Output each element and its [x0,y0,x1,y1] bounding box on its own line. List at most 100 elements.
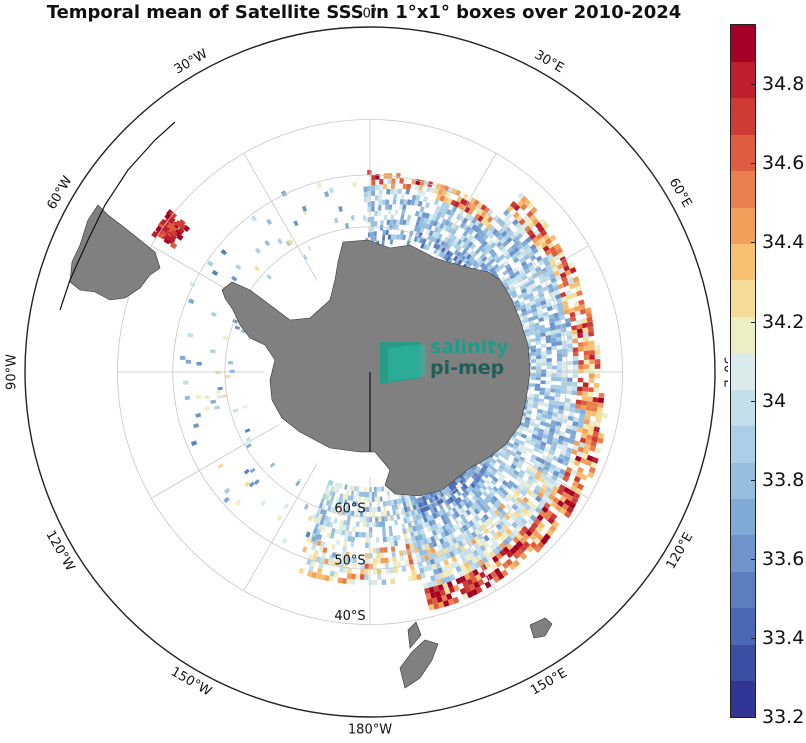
sss-cell [546,365,552,370]
sss-cell [556,443,563,450]
sss-cell [487,464,494,470]
sss-cell [451,507,458,514]
sss-cell [377,574,382,580]
sss-cell [521,507,529,515]
sss-cell [377,506,381,512]
sss-cell [320,541,326,548]
sss-cell [441,218,447,225]
sss-cell [582,382,589,388]
sss-cell [479,237,486,245]
sss-cell [516,486,523,493]
sss-cell [514,438,521,444]
sss-cell [423,516,428,523]
sss-cell [554,274,562,281]
logo-line2: pi-mep [430,357,505,379]
sss-cell [524,281,531,288]
sss-cell [533,446,540,453]
sss-cell [343,499,348,505]
sss-cell [482,542,490,549]
sss-cell [597,402,604,408]
sss-cell [582,386,589,392]
sss-cell [382,235,386,241]
sss-cell [564,402,571,408]
sss-cell [339,561,345,568]
sss-cell [528,507,536,515]
sss-cell [570,429,577,436]
sss-cell [535,495,542,503]
sss-cell [456,496,463,503]
sss-cell [470,243,476,250]
sss-cell [381,579,387,585]
sss-cell [522,214,530,222]
sss-cell [474,219,481,227]
sss-cell [402,512,407,519]
sss-cell [402,219,407,226]
sss-cell [514,240,522,247]
sss-cell [568,501,577,510]
sss-cell [495,470,502,477]
sss-cell [520,489,527,497]
sss-cell [524,482,531,489]
sss-cell [474,492,481,499]
sss-cell [454,542,460,549]
sss-cell [568,489,576,497]
sss-cell [430,575,436,582]
south-america-landmass [69,204,161,301]
sss-cell [374,486,377,492]
sss-cell [451,537,458,545]
sss-cell [438,239,444,246]
lon-meridian [243,153,318,282]
sss-cell [383,173,389,179]
sss-cell [169,241,178,250]
sss-cell [327,516,332,523]
sss-cell [587,387,594,393]
sss-cell [445,191,452,199]
sss-cell [217,386,223,391]
sss-cell [539,487,547,495]
sss-cell [546,457,553,464]
sss-cell [543,315,550,321]
sss-cell [473,581,481,589]
sss-cell [539,387,546,392]
sss-cell [334,217,339,224]
sss-cell [311,513,317,520]
sss-cell [576,390,583,396]
sss-cell [433,585,440,593]
sss-cell [211,269,219,276]
sss-cell [601,413,608,419]
sss-cell [348,531,353,537]
sss-cell [567,347,574,353]
sss-cell [576,323,583,330]
sss-cell [488,491,495,499]
sss-cell [536,305,543,312]
sss-cell [553,400,560,406]
sss-cell [222,335,229,340]
sss-cell [543,502,551,510]
sss-cell [548,403,555,409]
sss-cell [495,530,503,538]
sss-cell [360,563,365,569]
sss-cell [416,540,421,547]
sss-cell [520,307,527,313]
sss-cell [524,332,531,337]
sss-cell [439,223,445,230]
sss-cell [512,246,520,254]
sss-cell [572,347,579,353]
sss-cell [551,416,558,422]
sss-cell [510,243,518,250]
sss-cell [393,540,399,547]
sss-cell [438,527,444,534]
sss-cell [364,569,369,575]
sss-cell [559,314,566,321]
sss-cell [490,505,497,512]
sss-cell [163,237,171,245]
sss-cell [583,341,590,347]
colorbar-segment [731,207,755,244]
sss-cell [530,348,537,353]
sss-cell [479,537,487,545]
sss-cell [561,377,568,382]
sss-cell [250,215,258,222]
sss-cell [577,422,584,429]
sss-cell [562,280,570,288]
sss-cell [352,495,357,502]
